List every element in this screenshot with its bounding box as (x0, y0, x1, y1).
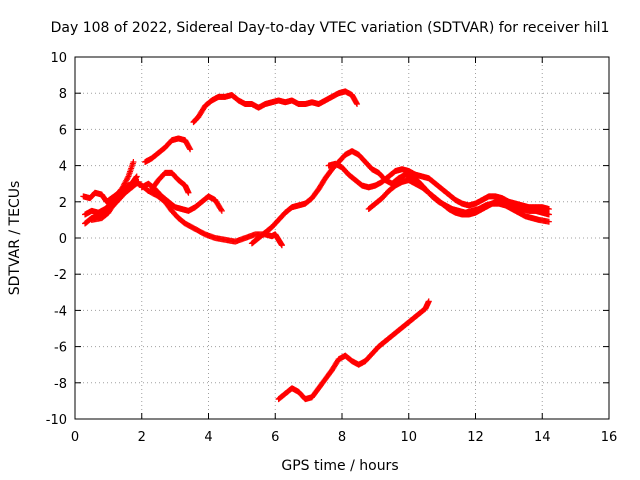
y-tick-label: -8 (54, 377, 67, 392)
data-point (185, 189, 192, 196)
series-trace-12 (275, 298, 432, 403)
y-tick-label: 4 (59, 160, 67, 175)
x-tick-label: 0 (71, 430, 79, 445)
data-point (545, 218, 552, 225)
x-axis-title: GPS time / hours (281, 458, 398, 474)
y-tick-label: -10 (46, 413, 67, 428)
data-point (218, 206, 225, 213)
series-trace-7 (142, 135, 194, 165)
x-tick-label: 6 (271, 430, 279, 445)
y-tick-label: -2 (54, 268, 67, 283)
series-trace-11 (365, 177, 552, 218)
series-trace-10 (325, 160, 552, 213)
y-tick-label: 0 (59, 232, 67, 247)
data-point (545, 211, 552, 218)
x-tick-label: 12 (467, 430, 484, 445)
x-tick-label: 2 (138, 430, 146, 445)
y-tick-label: 10 (50, 51, 67, 66)
x-tick-label: 10 (400, 430, 417, 445)
data-point (218, 207, 225, 214)
data-point (187, 146, 194, 153)
series-trace-4 (88, 178, 285, 249)
data-point (130, 158, 137, 165)
chart-title: Day 108 of 2022, Sidereal Day-to-day VTE… (51, 20, 610, 36)
y-tick-label: -6 (54, 341, 67, 356)
y-tick-label: 8 (59, 87, 67, 102)
data-point (278, 242, 285, 249)
data-point (133, 173, 140, 180)
series-trace-5 (138, 180, 225, 214)
axis-ticks: 0 2 4 6 8 10 12 14 16 -10 -8 -6 -4 -2 0 2 4 6 8 10 (46, 51, 618, 445)
data-series (80, 88, 552, 403)
y-tick-label: 6 (59, 123, 67, 138)
series-trace-8 (190, 88, 361, 126)
y-tick-label: -4 (54, 304, 67, 319)
x-tick-label: 8 (338, 430, 346, 445)
data-point (425, 298, 432, 305)
data-point (354, 101, 361, 108)
x-tick-label: 14 (534, 430, 551, 445)
x-tick-label: 16 (601, 430, 618, 445)
grid (75, 57, 609, 419)
series-trace-6 (148, 169, 192, 196)
data-point (545, 206, 552, 213)
y-tick-label: 2 (59, 196, 67, 211)
x-tick-label: 4 (204, 430, 212, 445)
y-axis-title: SDTVAR / TECUs (7, 181, 23, 296)
